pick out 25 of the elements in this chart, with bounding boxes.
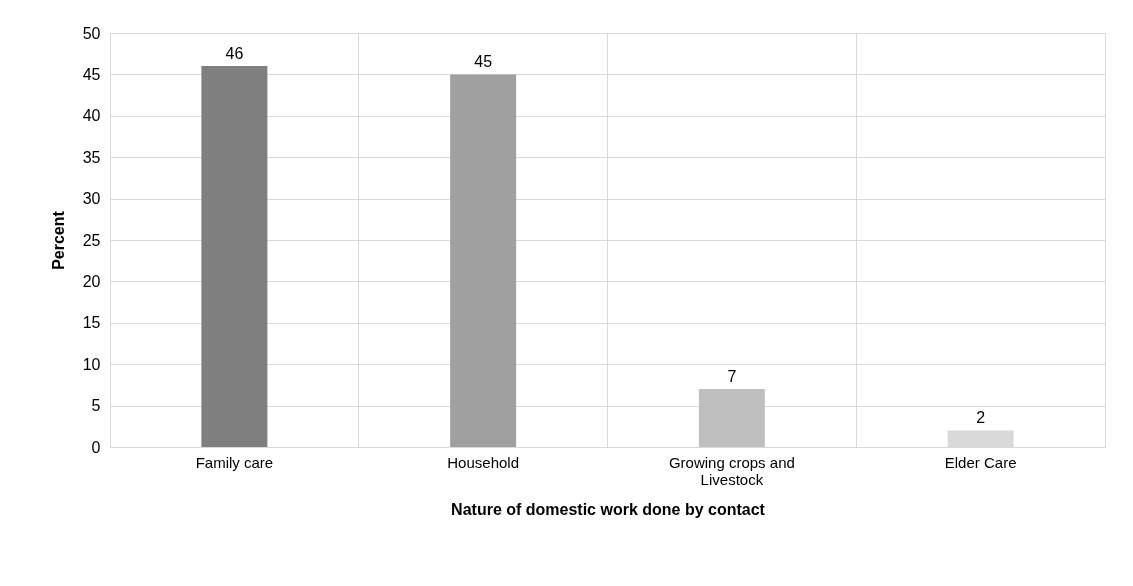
y-tick-label: 35 bbox=[82, 148, 101, 166]
data-label: 45 bbox=[474, 53, 493, 71]
y-tick-label: 15 bbox=[82, 314, 101, 332]
y-tick-label: 50 bbox=[82, 24, 101, 42]
y-tick-label: 20 bbox=[82, 272, 101, 290]
y-tick-label: 30 bbox=[82, 190, 101, 208]
bar bbox=[947, 430, 1014, 447]
y-tick-label: 25 bbox=[82, 231, 101, 249]
x-tick-label: Family care bbox=[195, 453, 274, 471]
bar bbox=[450, 74, 517, 447]
x-tick-label: Household bbox=[447, 453, 519, 471]
y-tick-label: 5 bbox=[91, 397, 101, 415]
y-tick-label: 40 bbox=[82, 107, 101, 125]
data-label: 46 bbox=[225, 45, 244, 63]
y-tick-label: 10 bbox=[82, 355, 101, 373]
x-tick-label: Growing crops and Livestock bbox=[668, 453, 795, 488]
x-axis-title: Nature of domestic work done by contact bbox=[451, 500, 766, 518]
x-tick-label: Elder Care bbox=[944, 453, 1017, 471]
data-label: 7 bbox=[727, 368, 737, 386]
bar bbox=[201, 66, 268, 447]
bar bbox=[698, 389, 765, 447]
y-axis-title: Percent bbox=[49, 210, 67, 270]
y-tick-label: 0 bbox=[91, 438, 101, 456]
data-label: 2 bbox=[976, 409, 986, 427]
y-tick-label: 45 bbox=[82, 65, 101, 83]
